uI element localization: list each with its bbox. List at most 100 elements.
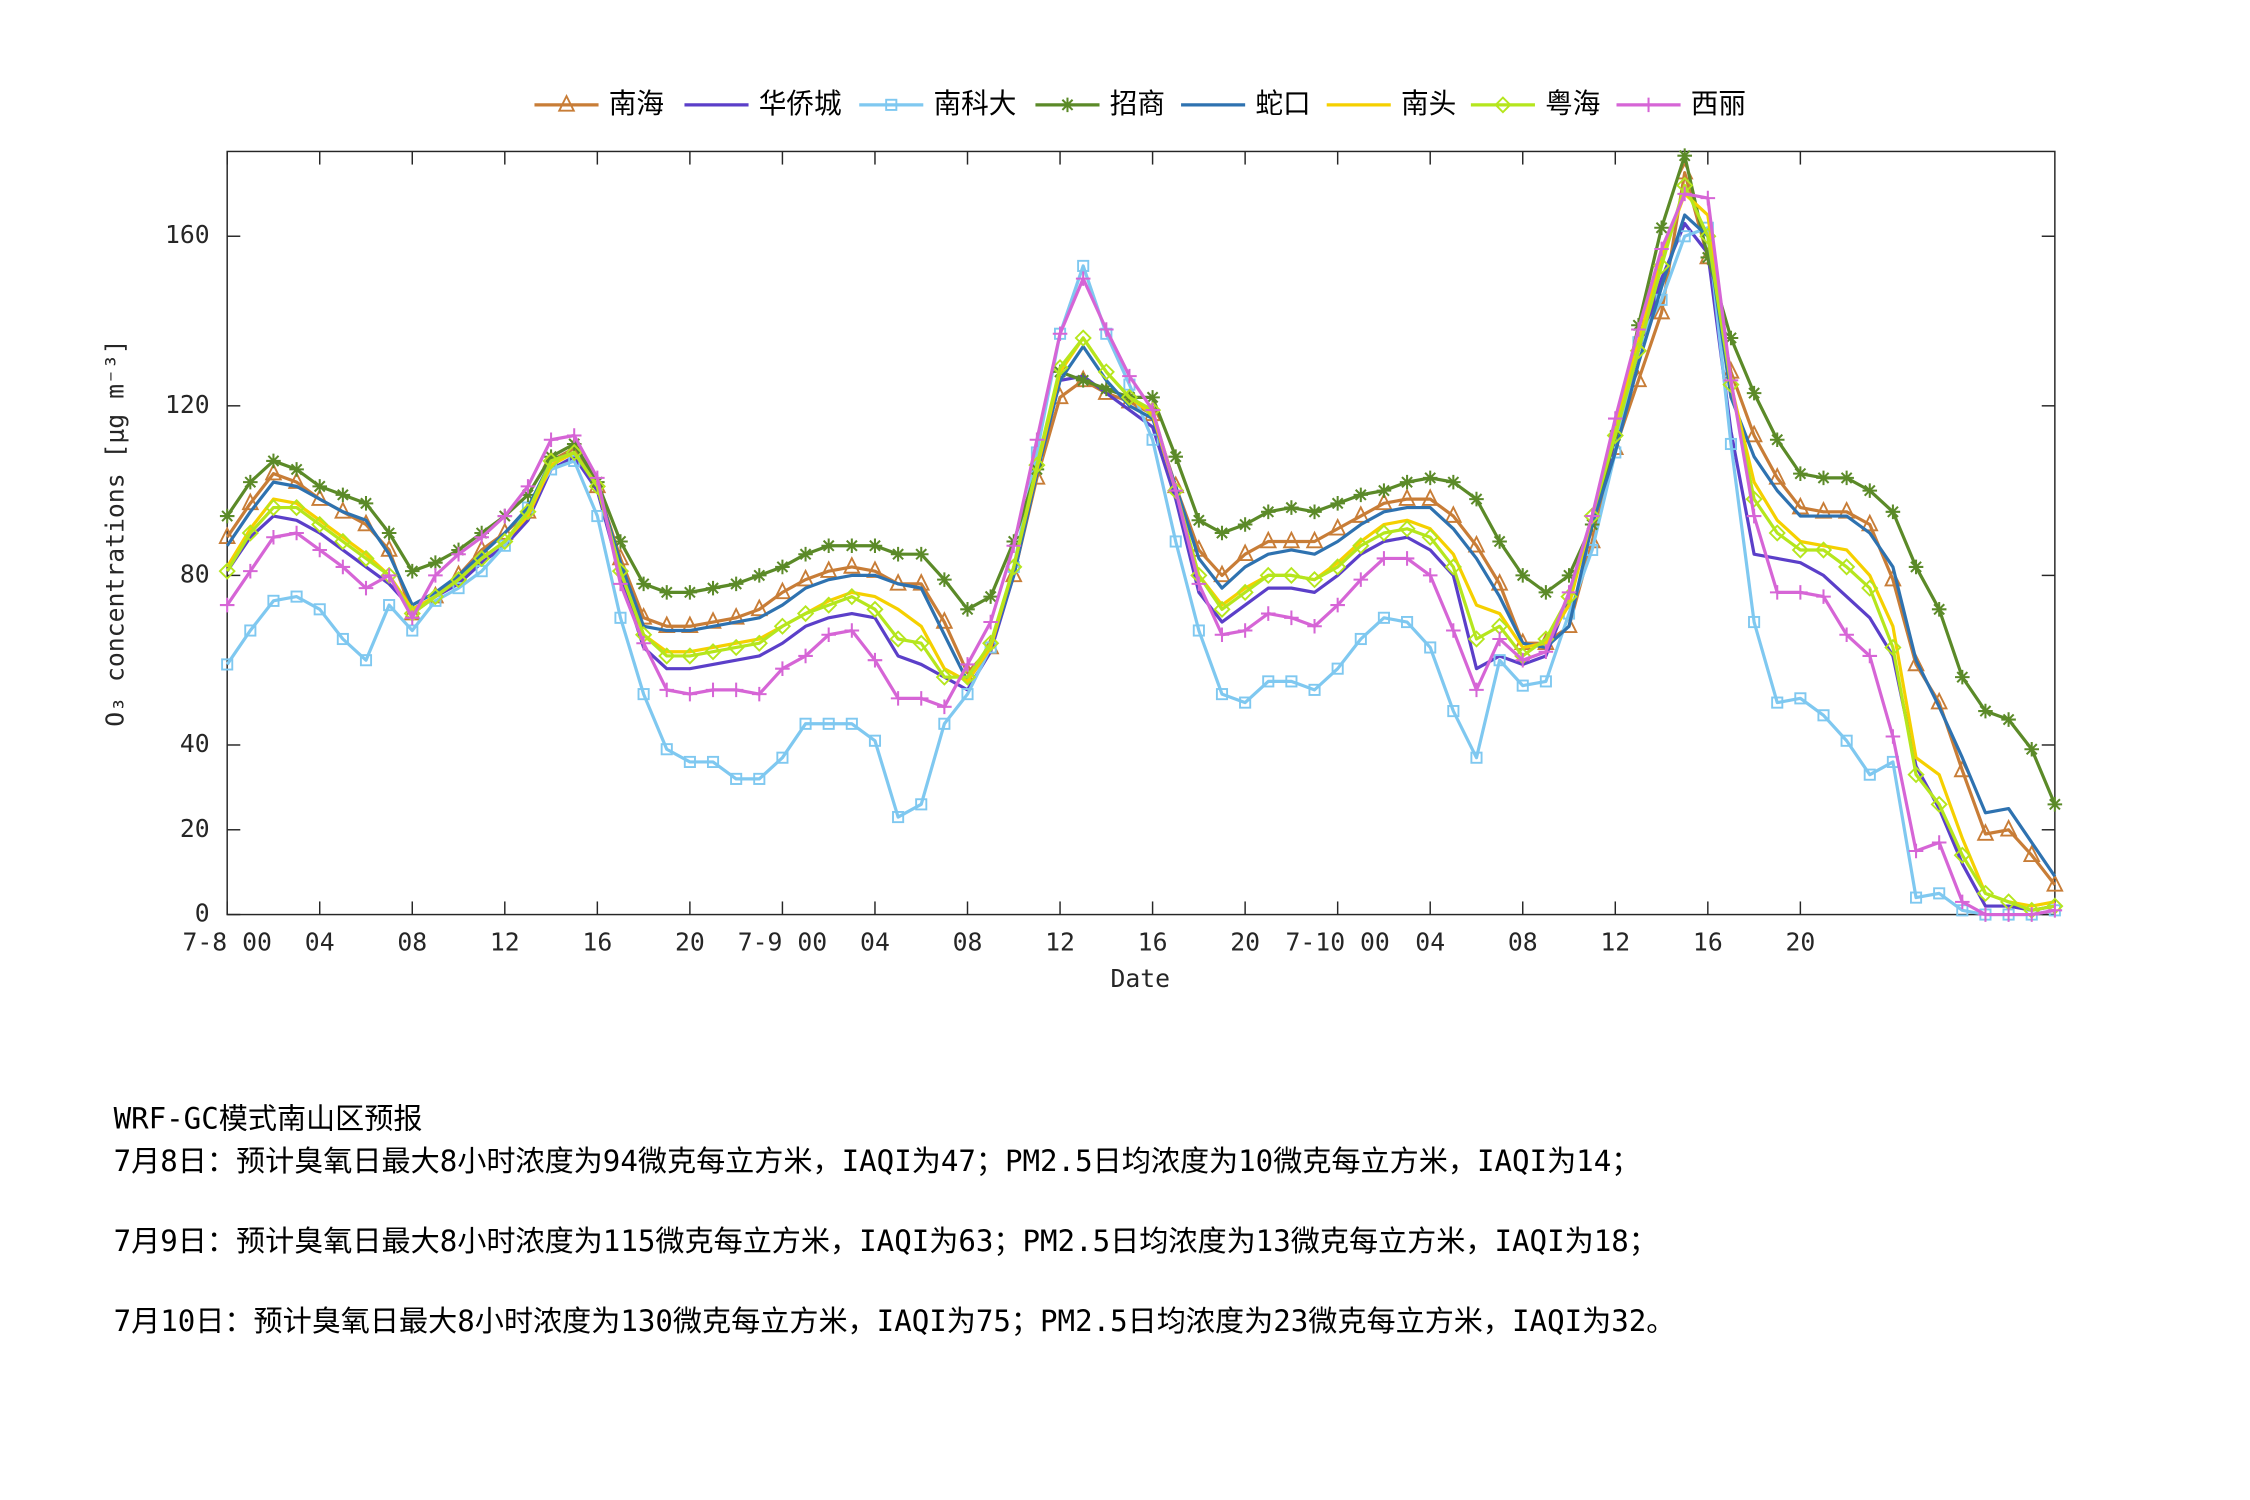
data-point bbox=[867, 538, 883, 554]
data-point bbox=[983, 589, 998, 604]
data-point bbox=[383, 599, 396, 612]
data-point bbox=[844, 538, 860, 554]
data-point bbox=[1677, 148, 1692, 163]
data-point bbox=[219, 508, 235, 524]
data-point bbox=[1099, 381, 1114, 397]
x-tick-label: 12 bbox=[1600, 928, 1630, 957]
data-point bbox=[1768, 467, 1787, 485]
data-point bbox=[474, 529, 489, 545]
data-point bbox=[750, 634, 768, 652]
data-point bbox=[1953, 846, 1971, 864]
data-point bbox=[1840, 734, 1853, 747]
data-point bbox=[381, 525, 397, 541]
data-point bbox=[1122, 368, 1137, 384]
x-tick-label: 04 bbox=[860, 928, 890, 957]
data-point bbox=[1307, 618, 1322, 634]
data-point bbox=[542, 452, 560, 470]
data-point bbox=[1700, 250, 1716, 265]
data-point bbox=[682, 686, 698, 702]
data-point bbox=[264, 498, 283, 517]
data-point bbox=[1424, 641, 1437, 654]
data-point bbox=[843, 556, 861, 574]
data-point bbox=[1976, 823, 1995, 841]
data-point bbox=[1724, 437, 1738, 451]
data-point bbox=[1930, 795, 1948, 813]
data-point bbox=[912, 634, 930, 652]
legend-label: 南头 bbox=[1401, 87, 1456, 120]
data-point bbox=[1399, 551, 1415, 566]
data-point bbox=[1446, 623, 1461, 638]
data-point bbox=[1907, 766, 1925, 784]
data-point bbox=[937, 699, 952, 715]
data-point bbox=[1213, 564, 1231, 583]
data-point bbox=[336, 632, 349, 646]
data-point bbox=[752, 686, 767, 702]
data-point bbox=[1793, 466, 1808, 481]
data-point bbox=[404, 563, 420, 579]
data-point bbox=[1584, 508, 1600, 524]
data-point bbox=[428, 555, 443, 570]
data-point bbox=[1399, 474, 1415, 490]
data-point bbox=[1444, 505, 1463, 523]
data-point bbox=[913, 546, 929, 562]
legend-label: 蛇口 bbox=[1255, 87, 1310, 120]
data-point bbox=[890, 691, 906, 706]
data-point bbox=[1262, 675, 1275, 688]
data-point bbox=[2047, 797, 2063, 812]
data-point bbox=[266, 453, 281, 469]
data-point bbox=[1145, 402, 1160, 418]
data-point bbox=[449, 571, 468, 589]
data-point bbox=[960, 657, 975, 672]
data-point bbox=[1838, 558, 1856, 576]
data-point bbox=[1421, 488, 1440, 506]
data-point bbox=[1748, 615, 1761, 629]
data-point bbox=[1746, 508, 1762, 524]
data-point bbox=[659, 682, 675, 698]
data-point bbox=[1052, 326, 1068, 342]
data-point bbox=[1214, 627, 1230, 643]
data-point bbox=[1931, 602, 1947, 617]
data-point bbox=[1817, 709, 1830, 722]
data-point bbox=[1791, 541, 1809, 559]
y-tick-label: 80 bbox=[180, 559, 210, 588]
data-point bbox=[1213, 600, 1231, 618]
data-point bbox=[1282, 530, 1301, 549]
data-point bbox=[1539, 675, 1552, 688]
legend-marker bbox=[885, 98, 898, 111]
data-point bbox=[1515, 652, 1531, 668]
data-point bbox=[1398, 488, 1416, 506]
note-line: 7月9日：预计臭氧日最大8小时浓度为115微克每立方米，IAQI为63；PM2.… bbox=[114, 1224, 1658, 1258]
data-point bbox=[1769, 585, 1785, 600]
data-point bbox=[241, 492, 260, 511]
data-point bbox=[1328, 517, 1347, 536]
data-point bbox=[613, 576, 628, 592]
data-point bbox=[867, 652, 883, 668]
data-point bbox=[495, 522, 514, 540]
data-point bbox=[473, 549, 491, 568]
data-point bbox=[915, 798, 928, 811]
data-point bbox=[1168, 483, 1184, 498]
data-point bbox=[775, 559, 790, 575]
data-point bbox=[565, 443, 583, 462]
data-point bbox=[705, 682, 721, 698]
data-point bbox=[290, 590, 303, 603]
data-point bbox=[1444, 558, 1462, 576]
data-point bbox=[1467, 534, 1486, 553]
data-point bbox=[1516, 679, 1529, 692]
data-point bbox=[2001, 712, 2016, 727]
data-point bbox=[218, 562, 236, 580]
note-title: WRF-GC模式南山区预报 bbox=[114, 1102, 423, 1136]
y-tick-label: 40 bbox=[180, 729, 210, 758]
data-point bbox=[1259, 530, 1278, 549]
note-line: 7月8日：预计臭氧日最大8小时浓度为94微克每立方米，IAQI为47；PM2.5… bbox=[114, 1144, 1641, 1178]
data-point bbox=[1493, 654, 1506, 667]
data-point bbox=[1700, 190, 1716, 206]
data-point bbox=[613, 534, 628, 549]
data-point bbox=[1816, 470, 1831, 486]
data-point bbox=[1376, 551, 1392, 566]
data-point bbox=[1075, 271, 1091, 286]
data-point bbox=[1051, 359, 1069, 377]
data-point bbox=[1955, 669, 1970, 685]
data-point bbox=[1215, 688, 1229, 701]
